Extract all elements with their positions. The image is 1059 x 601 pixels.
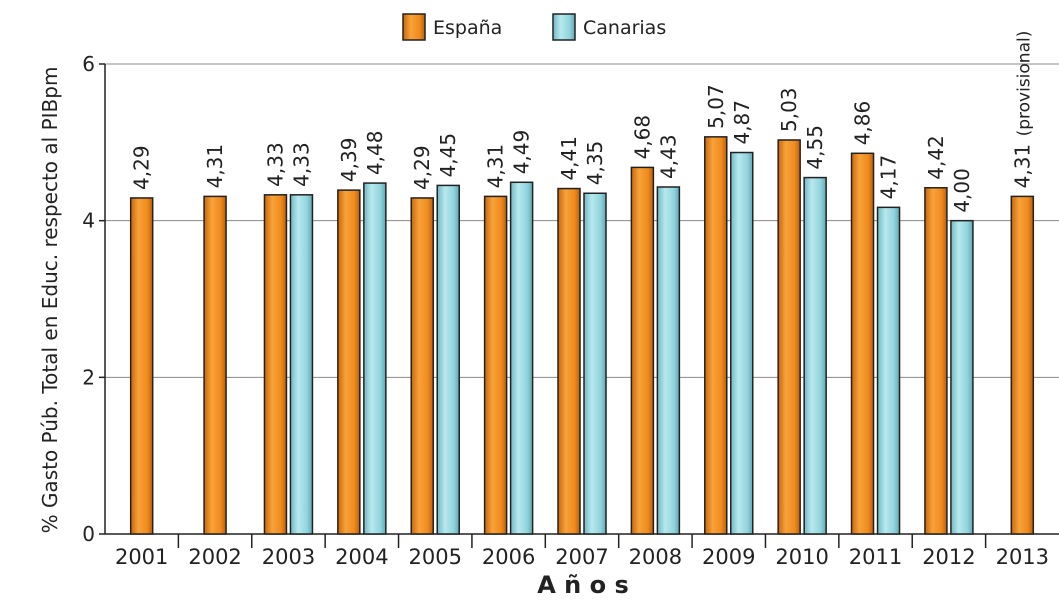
bar-espana-2003 — [263, 194, 288, 535]
data-label: 5,03 — [777, 87, 801, 132]
data-label: 4,31 — [1010, 144, 1034, 189]
bar-espana-2007 — [557, 187, 581, 535]
data-label: 4,33 — [263, 142, 287, 187]
x-tick-label: 2010 — [775, 545, 828, 569]
x-tick-label: 2001 — [115, 545, 168, 569]
x-tick-label: 2011 — [849, 545, 902, 569]
legend-label-canarias: Canarias — [583, 17, 666, 39]
legend-label-espana: España — [433, 17, 502, 39]
x-tick-label: 2008 — [629, 545, 682, 569]
data-label: 4,48 — [363, 131, 387, 176]
data-label: 4,55 — [803, 125, 827, 170]
data-label: 4,87 — [730, 100, 754, 145]
bar-espana-2005 — [410, 197, 434, 535]
data-label: 4,86 — [851, 101, 875, 146]
data-label: 4,29 — [410, 145, 434, 190]
y-tick-label: 6 — [82, 52, 95, 76]
legend-swatch-canarias — [552, 13, 576, 41]
bar-espana-2001 — [129, 197, 154, 535]
data-label: 4,42 — [924, 135, 948, 180]
y-tick-label: 4 — [82, 209, 95, 233]
data-label: 4,17 — [877, 155, 901, 200]
x-tick-label: 2013 — [996, 545, 1049, 569]
data-label: 4,41 — [557, 136, 581, 181]
bar-espana-2013 — [1010, 195, 1035, 535]
data-label: 4,00 — [950, 168, 974, 213]
bar-canarias-2003 — [289, 194, 314, 535]
bar-canarias-2009 — [730, 151, 754, 535]
legend: España Canarias — [402, 13, 666, 41]
y-axis-title: % Gasto Púb. Total en Educ. respecto al … — [38, 67, 62, 534]
x-tick-label: 2007 — [555, 545, 608, 569]
legend-swatch-espana — [402, 13, 426, 41]
bar-canarias-2007 — [583, 192, 607, 535]
data-label: 4,31 — [203, 144, 227, 189]
data-labels: 4,29 4,31 4,33 4,33 4,39 4,48 4,29 4,45 4,31 4,49… — [130, 31, 1035, 213]
x-tick-label: 2012 — [922, 545, 975, 569]
bar-espana-2002 — [203, 195, 227, 535]
bar-canarias-2012 — [950, 219, 974, 535]
data-label: 4,68 — [630, 115, 654, 160]
data-label: 4,29 — [130, 145, 154, 190]
bar-espana-2006 — [483, 195, 508, 535]
bar-canarias-2004 — [363, 182, 387, 535]
bar-espana-2011 — [850, 152, 875, 535]
bar-espana-2010 — [777, 139, 801, 535]
x-tick-label: 2005 — [409, 545, 462, 569]
y-tick-label: 0 — [82, 522, 95, 546]
x-tick-label: 2009 — [702, 545, 755, 569]
x-tick-label: 2002 — [188, 545, 241, 569]
data-label: 4,43 — [656, 134, 680, 179]
x-tick-label: 2006 — [482, 545, 535, 569]
data-label: 4,45 — [436, 133, 460, 178]
data-label: 4,49 — [510, 130, 534, 175]
data-label: 4,39 — [337, 138, 361, 183]
data-label: 4,31 — [484, 144, 508, 189]
bar-canarias-2011 — [876, 206, 901, 535]
x-tick-label: 2003 — [262, 545, 315, 569]
bar-espana-2012 — [924, 187, 948, 535]
bar-espana-2004 — [337, 189, 361, 535]
axes: 0 2 4 6 2001 2002 2003 2004 2005 2006 2007 2008 2009… — [82, 52, 1059, 569]
bar-canarias-2008 — [656, 186, 681, 535]
bar-canarias-2006 — [509, 181, 534, 535]
grid — [105, 63, 1059, 378]
x-axis-title: A ñ o s — [537, 571, 629, 599]
bar-canarias-2005 — [436, 184, 460, 535]
bar-espana-2009 — [704, 136, 728, 535]
annotation-provisional: (provisional) — [1014, 31, 1034, 137]
bars — [129, 136, 1035, 535]
bar-espana-2008 — [630, 166, 655, 535]
bar-canarias-2010 — [803, 176, 827, 535]
y-tick-label: 2 — [82, 365, 95, 389]
x-tick-label: 2004 — [335, 545, 388, 569]
data-label: 4,33 — [289, 142, 313, 187]
data-label: 5,07 — [704, 84, 728, 129]
data-label: 4,35 — [583, 141, 607, 186]
